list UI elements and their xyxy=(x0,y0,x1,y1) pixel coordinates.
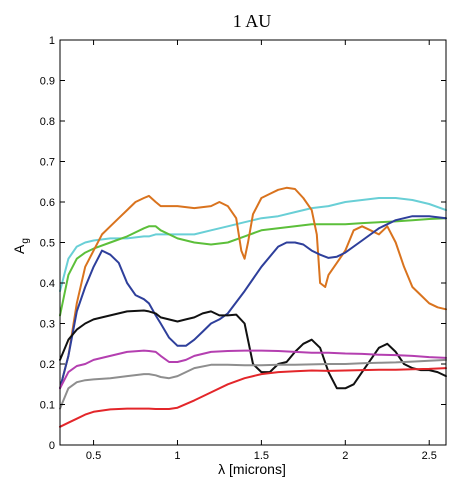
y-tick-label: 0.8 xyxy=(40,116,55,128)
y-tick-label: 0.7 xyxy=(40,157,55,169)
x-tick-label: 2.5 xyxy=(422,450,437,462)
y-tick-label: 0.6 xyxy=(40,197,55,209)
chart-title: 1 AU xyxy=(233,11,272,31)
y-tick-label: 0.2 xyxy=(40,359,55,371)
series-line-4 xyxy=(59,215,447,390)
x-tick-label: 0.5 xyxy=(86,450,101,462)
y-tick-label: 0.4 xyxy=(40,278,55,290)
series-line-8 xyxy=(59,367,447,428)
series-line-7 xyxy=(59,358,447,410)
x-tick-label: 1 xyxy=(174,450,180,462)
series-line-3 xyxy=(59,186,447,390)
y-tick-label: 0.3 xyxy=(40,319,55,331)
y-axis-label: Ag xyxy=(11,238,31,254)
y-axis-label-group: Ag xyxy=(11,238,31,254)
x-tick-label: 2 xyxy=(342,450,348,462)
y-tick-label: 0.9 xyxy=(40,76,55,88)
x-axis-label: λ [microns] xyxy=(218,461,286,477)
series-line-6 xyxy=(59,349,447,390)
y-axis-label-main: A xyxy=(11,244,27,254)
plot-area xyxy=(59,186,447,428)
series-line-2 xyxy=(59,217,447,317)
plot-frame xyxy=(59,39,447,446)
y-tick-label: 1 xyxy=(49,35,55,47)
series-line-5 xyxy=(59,309,447,390)
series-line-1 xyxy=(59,197,447,293)
y-axis-label-subscript: g xyxy=(20,238,31,244)
x-tick-label: 1.5 xyxy=(254,450,269,462)
y-axis: 0 0.1 0.2 0.3 0.4 0.5 0.6 0.7 0.8 0.9 1 xyxy=(40,35,446,452)
y-tick-label: 0.5 xyxy=(40,238,55,250)
y-tick-label: 0 xyxy=(49,440,55,452)
y-tick-label: 0.1 xyxy=(40,400,55,412)
x-axis: 0.5 1 1.5 2 2.5 xyxy=(86,40,437,462)
